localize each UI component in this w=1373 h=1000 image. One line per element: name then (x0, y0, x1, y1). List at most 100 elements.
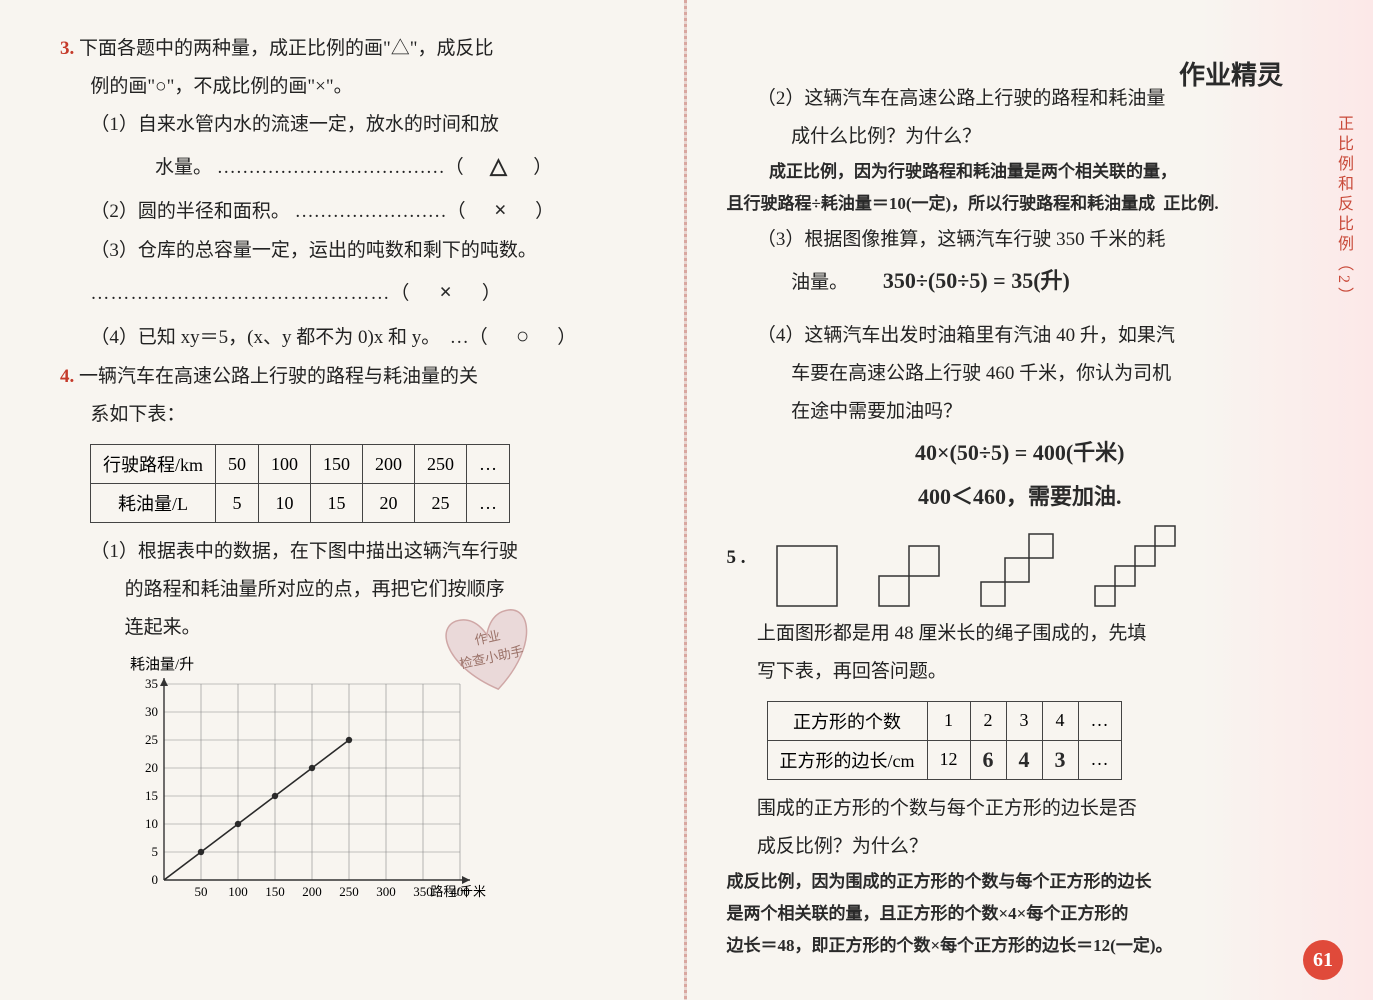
square-shape-1 (776, 545, 838, 607)
q5-ans2: 是两个相关联的量，且正方形的个数×4×每个正方形的 (727, 898, 1314, 930)
q3-sub4: （4）已知 xy＝5，(x、y 都不为 0)x 和 y。 …（ ○ ） (60, 314, 647, 358)
q5-final-b: 成反比例？为什么？ (727, 828, 1314, 866)
table-cell: 行驶路程/km (91, 445, 216, 484)
q4-sub4-b: 车要在高速公路上行驶 460 千米，你认为司机 (727, 355, 1314, 393)
q4-sub4-c: 在途中需要加油吗？ (727, 393, 1314, 431)
svg-text:30: 30 (145, 704, 158, 719)
q4-sub2-b: 成什么比例？为什么？ (727, 118, 1314, 156)
square-shape-3 (980, 533, 1054, 607)
svg-text:35: 35 (145, 676, 158, 691)
q4-sub3-b: 油量。 350÷(50÷5) = 35(升) (727, 259, 1314, 303)
q4-number: 4. (60, 366, 74, 387)
svg-text:15: 15 (145, 788, 158, 803)
q3-sub1-a: （1）自来水管内水的流速一定，放水的时间和放 (60, 106, 647, 144)
q4-sub4-a: （4）这辆汽车出发时油箱里有汽油 40 升，如果汽 (727, 317, 1314, 355)
square-shape-2 (878, 545, 940, 607)
table-cell: 3 (1006, 701, 1042, 740)
page-number-badge: 61 (1303, 940, 1343, 980)
side-title: 正比例和反比例（2） (1331, 115, 1355, 307)
q3-stem-b: 例的画"○"，不成比例的画"×"。 (60, 68, 647, 106)
q4-sub1-a: （1）根据表中的数据，在下图中描出这辆汽车行驶 (60, 533, 647, 571)
q3-sub1-answer: △ (469, 144, 529, 188)
table-cell: 25 (415, 484, 467, 523)
chart-y-label: 耗油量/升 (130, 653, 647, 674)
table-cell: 250 (415, 445, 467, 484)
svg-text:150: 150 (265, 884, 285, 899)
q5-ans3: 边长＝48，即正方形的个数×每个正方形的边长＝12(一定)。 (727, 930, 1314, 962)
table-cell: 10 (259, 484, 311, 523)
q3-sub1-b: 水量。 ………………………………（ △ ） (60, 144, 647, 188)
svg-text:50: 50 (195, 884, 208, 899)
table-row: 正方形的边长/cm12643… (767, 740, 1121, 779)
svg-text:20: 20 (145, 760, 158, 775)
q4-chart: 耗油量/升 0510152025303550100150200250300350… (130, 653, 647, 909)
q5-ans1: 成反比例，因为围成的正方形的个数与每个正方形的边长 (727, 866, 1314, 898)
table-cell: 1 (927, 701, 970, 740)
table-row: 耗油量/L510152025… (91, 484, 510, 523)
table-cell: 100 (259, 445, 311, 484)
q5-stem-b: 写下表，再回答问题。 (727, 653, 1314, 691)
q4-sub1-c: 连起来。 (60, 609, 647, 647)
q4-sub3-a: （3）根据图像推算，这辆汽车行驶 350 千米的耗 (727, 221, 1314, 259)
svg-text:0: 0 (152, 872, 159, 887)
table-cell: … (467, 484, 510, 523)
q4-sub4-ans1: 40×(50÷5) = 400(千米) (727, 431, 1314, 475)
svg-text:25: 25 (145, 732, 158, 747)
q3-stem-a: 下面各题中的两种量，成正比例的画"△"，成反比 (79, 38, 494, 59)
table-cell: 正方形的边长/cm (767, 740, 927, 779)
square-shape-4 (1094, 525, 1176, 607)
q3-sub3-answer: × (416, 270, 476, 314)
q4-sub3-answer: 350÷(50÷5) = 35(升) (883, 268, 1070, 293)
table-cell: 150 (311, 445, 363, 484)
table-cell: 15 (311, 484, 363, 523)
svg-text:100: 100 (228, 884, 248, 899)
q3-sub4-answer: ○ (493, 314, 553, 358)
q4-stem: 4. 一辆汽车在高速公路上行驶的路程与耗油量的关 (60, 358, 647, 396)
q5-shapes (776, 525, 1176, 607)
q4-sub2-ans1: 成正比例，因为行驶路程和耗油量是两个相关联的量， (727, 156, 1314, 188)
table-cell: 200 (363, 445, 415, 484)
svg-text:10: 10 (145, 816, 158, 831)
table-cell: 6 (970, 740, 1006, 779)
table-cell: 2 (970, 701, 1006, 740)
q3-sub2: （2）圆的半径和面积。 ……………………（ × ） (60, 188, 647, 232)
q3-sub2-answer: × (470, 188, 530, 232)
table-row: 行驶路程/km50100150200250… (91, 445, 510, 484)
q5-row: 5 . (727, 519, 1314, 615)
table-cell: 20 (363, 484, 415, 523)
table-cell: 4 (1042, 701, 1078, 740)
left-page: 3. 下面各题中的两种量，成正比例的画"△"，成反比 例的画"○"，不成比例的画… (0, 0, 687, 1000)
table-cell: … (1078, 701, 1121, 740)
q3-sub3-a: （3）仓库的总容量一定，运出的吨数和剩下的吨数。 (60, 232, 647, 270)
q4-table: 行驶路程/km50100150200250… 耗油量/L510152025… (90, 444, 510, 523)
q5-table: 正方形的个数1234… 正方形的边长/cm12643… (767, 701, 1122, 780)
table-cell: … (467, 445, 510, 484)
q4-stem-a: 一辆汽车在高速公路上行驶的路程与耗油量的关 (79, 366, 478, 387)
q4-stem-b: 系如下表： (60, 396, 647, 434)
q3-sub3-b: ………………………………………（ × ） (60, 270, 647, 314)
chart-svg: 0510152025303550100150200250300350400路程/… (130, 674, 490, 904)
table-cell: 耗油量/L (91, 484, 216, 523)
q3-stem: 3. 下面各题中的两种量，成正比例的画"△"，成反比 (60, 30, 647, 68)
q5-number: 5 . (727, 539, 746, 577)
q5-stem-a: 上面图形都是用 48 厘米长的绳子围成的，先填 (727, 615, 1314, 653)
q4-sub4-ans2: 400＜460，需要加油. (727, 475, 1314, 519)
table-cell: 3 (1042, 740, 1078, 779)
table-cell: 正方形的个数 (767, 701, 927, 740)
svg-text:250: 250 (339, 884, 359, 899)
svg-text:200: 200 (302, 884, 322, 899)
svg-text:路程/千米: 路程/千米 (430, 884, 486, 899)
table-cell: 50 (216, 445, 259, 484)
q4-sub1-b: 的路程和耗油量所对应的点，再把它们按顺序 (60, 571, 647, 609)
svg-text:300: 300 (376, 884, 396, 899)
q4-sub2-ans2: 且行驶路程÷耗油量＝10(一定)，所以行驶路程和耗油量成 正比例. (727, 188, 1314, 220)
table-cell: … (1078, 740, 1121, 779)
table-cell: 4 (1006, 740, 1042, 779)
q3-number: 3. (60, 38, 74, 59)
watermark: 作业精灵 (1179, 55, 1283, 92)
table-cell: 12 (927, 740, 970, 779)
table-row: 正方形的个数1234… (767, 701, 1121, 740)
svg-text:5: 5 (152, 844, 159, 859)
table-cell: 5 (216, 484, 259, 523)
q5-final-a: 围成的正方形的个数与每个正方形的边长是否 (727, 790, 1314, 828)
